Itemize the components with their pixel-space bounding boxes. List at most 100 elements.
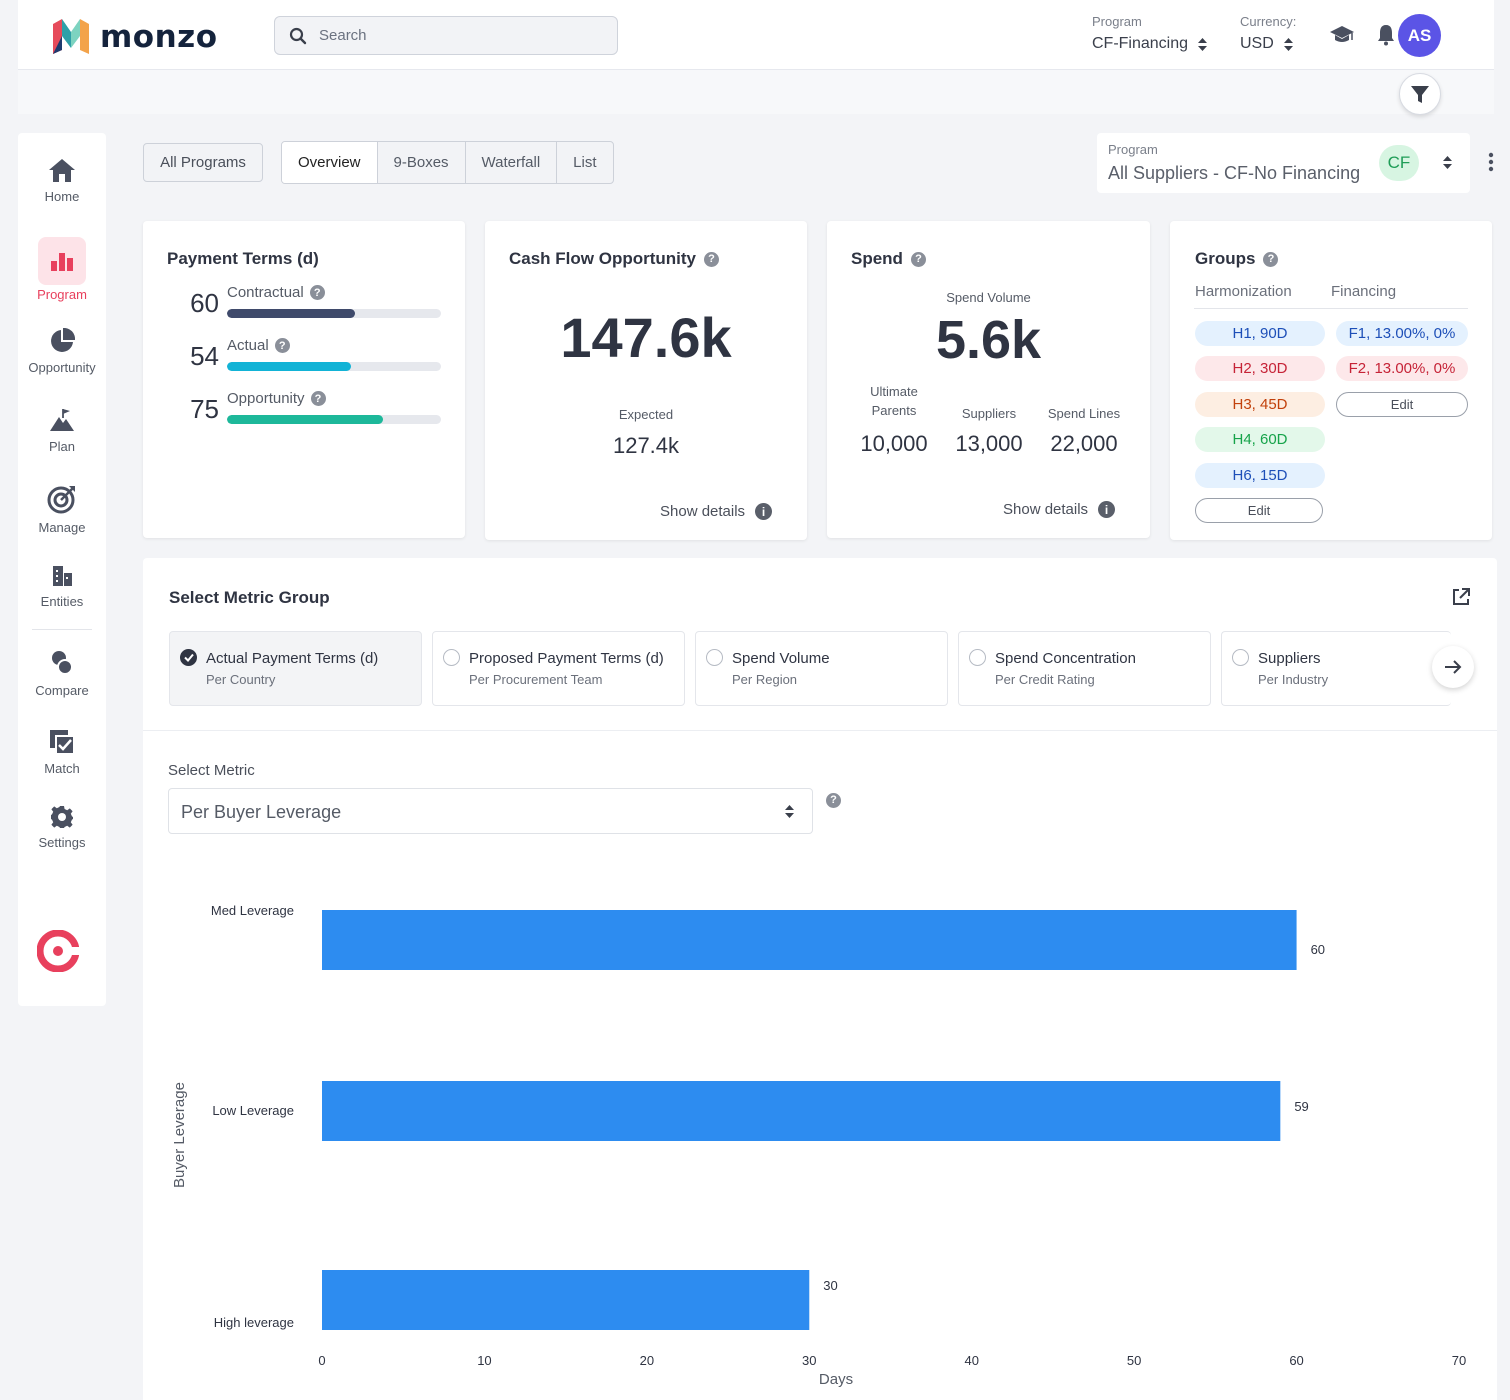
sidebar-item-plan[interactable]: Plan [18,407,106,454]
currency-select[interactable]: Currency: USD [1240,14,1296,53]
help-icon[interactable]: ? [1263,251,1279,267]
harmonization-pill[interactable]: H4, 60D [1195,427,1325,452]
stat-label: Ultimate Parents [870,384,918,418]
sidebar: Home Program Opportunity Plan Manage Ent… [18,133,106,1006]
view-tabs: Overview 9-Boxes Waterfall List [281,141,614,184]
payment-terms-card: Payment Terms (d) 60 Contractual? 54 Act… [143,221,465,538]
payment-term-bar [227,309,356,318]
radio-icon [706,649,723,666]
x-tick-label: 10 [477,1353,491,1368]
home-icon [49,159,75,182]
gear-icon [51,806,73,828]
pie-chart-icon [51,328,75,352]
search-input[interactable]: Search [274,16,618,55]
brand-logo[interactable]: monzo [50,18,218,56]
data-label: 60 [1311,942,1325,957]
search-placeholder: Search [319,27,367,44]
payment-term-value: 75 [190,394,219,424]
panel-divider [143,730,1497,731]
harmonization-pill[interactable]: H2, 30D [1195,356,1325,381]
help-icon[interactable]: ? [310,391,326,406]
target-icon [47,486,75,514]
metric-select[interactable]: Per Buyer Leverage [168,788,813,834]
edit-financing-button[interactable]: Edit [1336,392,1468,417]
help-icon[interactable]: ? [274,338,290,353]
stat-label: Suppliers [961,406,1017,421]
payment-term-row: 60 Contractual? [143,284,465,324]
tab-9-boxes[interactable]: 9-Boxes [378,142,466,183]
external-link-icon[interactable] [1451,587,1471,607]
program-select[interactable]: Program CF-Financing [1092,14,1208,53]
financing-pill[interactable]: F2, 13.00%, 0% [1336,356,1468,381]
tab-overview[interactable]: Overview [282,142,378,183]
payment-term-row: 54 Actual? [143,337,465,377]
program-filter-select[interactable]: Program All Suppliers - CF-No Financing … [1097,133,1470,193]
currency-select-label: Currency: [1240,14,1297,29]
help-icon[interactable]: ? [910,251,926,267]
tab-list[interactable]: List [573,154,597,171]
financing-pill[interactable]: F1, 13.00%, 0% [1336,321,1468,346]
x-tick-label: 60 [1289,1353,1303,1368]
company-logo-icon [37,930,79,972]
payment-term-label: Contractual [227,284,304,301]
harmonization-pill[interactable]: H6, 15D [1195,463,1325,488]
next-options-button[interactable] [1432,646,1474,688]
metric-option[interactable]: Spend Volume Per Region [695,631,948,706]
help-icon[interactable]: ? [704,251,719,267]
program-select-value: CF-Financing [1092,35,1189,52]
sidebar-item-label: Match [44,761,80,776]
sidebar-item-settings[interactable]: Settings [18,805,106,850]
sidebar-item-home[interactable]: Home [18,157,106,204]
payment-term-value: 54 [190,341,219,371]
user-avatar[interactable]: AS [1398,14,1441,57]
sidebar-item-match[interactable]: Match [18,729,106,776]
data-label: 59 [1294,1099,1308,1114]
program-badge: CF [1379,145,1419,181]
radio-icon [443,649,460,666]
help-icon[interactable]: ? [309,285,325,300]
bell-icon[interactable] [1377,24,1395,46]
program-filter-value: All Suppliers - CF-No Financing [1108,163,1361,183]
metric-option[interactable]: Spend Concentration Per Credit Rating [958,631,1211,706]
payment-term-value: 60 [190,288,219,318]
x-tick-label: 20 [640,1353,654,1368]
metric-group-panel: Select Metric Group Actual Payment Terms… [143,558,1497,1400]
show-details-link[interactable]: Show details i [660,503,773,520]
graduation-cap-icon[interactable] [1329,24,1355,46]
sidebar-item-label: Manage [38,520,86,535]
sort-arrows-icon [785,805,794,818]
metric-option[interactable]: Proposed Payment Terms (d) Per Procureme… [432,631,685,706]
program-select-label: Program [1092,14,1142,29]
metric-option-subtitle: Per Procurement Team [469,672,603,687]
tab-waterfall[interactable]: Waterfall [466,142,558,183]
help-icon[interactable]: ? [826,792,841,808]
sidebar-item-compare[interactable]: Compare [18,649,106,698]
sidebar-item-opportunity[interactable]: Opportunity [18,328,106,375]
filter-button[interactable] [1399,73,1441,115]
brand-name: monzo [100,19,218,55]
sidebar-item-entities[interactable]: Entities [18,564,106,609]
sidebar-item-label: Compare [35,683,89,698]
show-details-link[interactable]: Show details i [1003,501,1116,518]
metric-option-title: Suppliers [1258,650,1321,667]
metric-option[interactable]: Actual Payment Terms (d) Per Country [169,631,422,706]
sidebar-item-program[interactable]: Program [18,237,106,302]
harmonization-pill[interactable]: H3, 45D [1195,392,1325,417]
sidebar-item-manage[interactable]: Manage [18,484,106,535]
radio-checked-icon [180,649,197,666]
arrow-right-icon [1445,660,1462,674]
more-options-icon[interactable] [1488,152,1494,172]
metric-option[interactable]: Suppliers Per Industry [1221,631,1451,706]
program-filter-label: Program [1108,142,1158,157]
info-icon: i [755,503,773,520]
edit-harmonization-button[interactable]: Edit [1195,498,1323,523]
y-axis-label: Buyer Leverage [171,1082,188,1188]
spend-volume-value: 5.6k [935,310,1042,370]
stat-label: Spend Lines [1047,406,1121,421]
metric-select-value: Per Buyer Leverage [181,802,342,822]
card-title: Cash Flow Opportunity [509,249,696,268]
payment-term-label: Opportunity [227,390,305,407]
harmonization-pill[interactable]: H1, 90D [1195,321,1325,346]
all-programs-button[interactable]: All Programs [143,143,263,182]
metric-option-title: Proposed Payment Terms (d) [469,650,664,667]
